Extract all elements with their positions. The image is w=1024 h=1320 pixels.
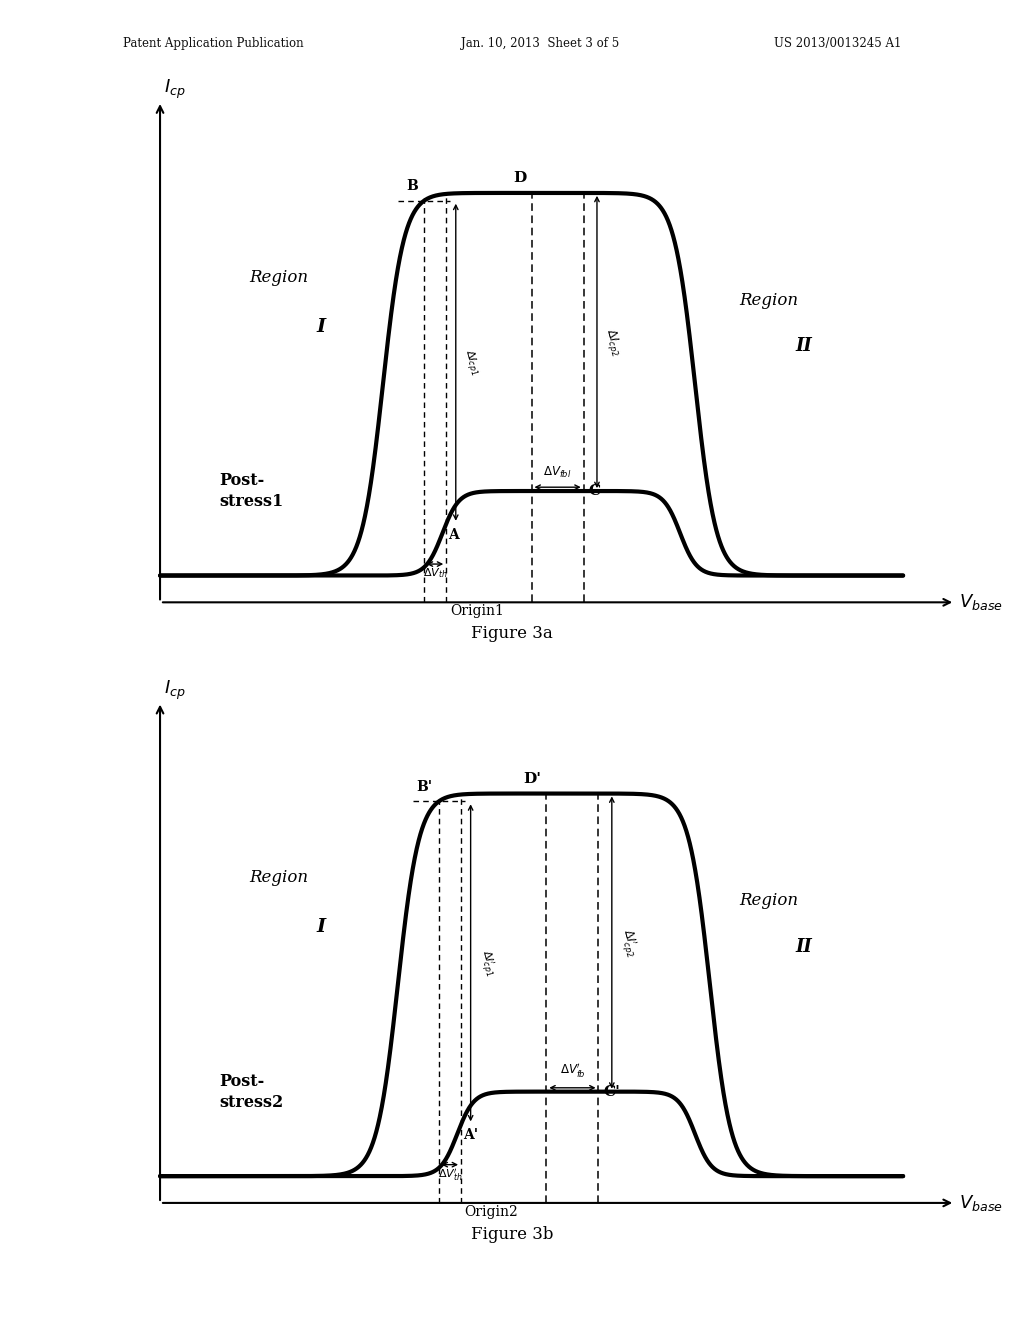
Text: II: II — [796, 937, 812, 956]
Text: Region: Region — [249, 268, 308, 285]
Text: C: C — [588, 484, 600, 498]
Text: Patent Application Publication: Patent Application Publication — [123, 37, 303, 50]
Text: $V_{base}$: $V_{base}$ — [958, 1193, 1002, 1213]
Text: $V_{base}$: $V_{base}$ — [958, 593, 1002, 612]
Text: $\Delta I_{cp1}$: $\Delta I_{cp1}$ — [459, 347, 481, 378]
Text: Region: Region — [249, 869, 308, 886]
Text: $I_{cp}$: $I_{cp}$ — [164, 678, 185, 702]
Text: $\Delta I_{cp2}'$: $\Delta I_{cp2}'$ — [615, 927, 642, 958]
Text: Region: Region — [739, 292, 799, 309]
Text: $\Delta I_{cp2}$: $\Delta I_{cp2}$ — [601, 326, 625, 358]
Text: D: D — [513, 172, 526, 185]
Text: C': C' — [603, 1085, 620, 1098]
Text: Origin2: Origin2 — [465, 1205, 518, 1218]
Text: Figure 3a: Figure 3a — [471, 626, 553, 642]
Text: Origin1: Origin1 — [450, 605, 504, 618]
Text: D': D' — [523, 772, 542, 785]
Text: A': A' — [463, 1129, 478, 1142]
Text: Post-
stress2: Post- stress2 — [219, 1073, 284, 1111]
Text: Figure 3b: Figure 3b — [471, 1226, 553, 1242]
Text: $\Delta V_{th}$: $\Delta V_{th}$ — [423, 566, 447, 579]
Text: $\Delta V_{fb}'$: $\Delta V_{fb}'$ — [559, 1063, 586, 1080]
Text: II: II — [796, 337, 812, 355]
Text: $I_{cp}$: $I_{cp}$ — [164, 78, 185, 102]
Text: Post-
stress1: Post- stress1 — [219, 473, 284, 511]
Text: B: B — [407, 180, 418, 193]
Text: I: I — [316, 318, 326, 335]
Text: Region: Region — [739, 892, 799, 909]
Text: US 2013/0013245 A1: US 2013/0013245 A1 — [774, 37, 901, 50]
Text: $\Delta V_{fbl}$: $\Delta V_{fbl}$ — [544, 465, 571, 479]
Text: Jan. 10, 2013  Sheet 3 of 5: Jan. 10, 2013 Sheet 3 of 5 — [461, 37, 620, 50]
Text: $\Delta I_{cp1}'$: $\Delta I_{cp1}'$ — [474, 948, 499, 978]
Text: B': B' — [417, 780, 433, 793]
Text: A: A — [449, 528, 459, 541]
Text: $\Delta V_{th}'$: $\Delta V_{th}'$ — [437, 1167, 462, 1183]
Text: I: I — [316, 919, 326, 936]
